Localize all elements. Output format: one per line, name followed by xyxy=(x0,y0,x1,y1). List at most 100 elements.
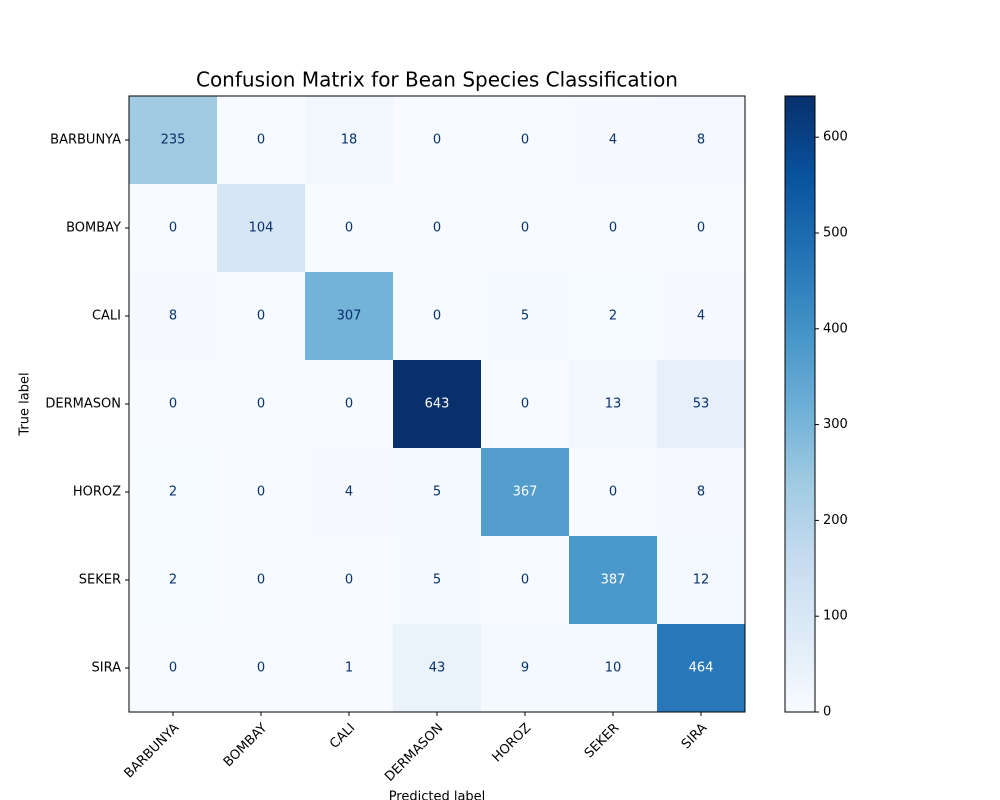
cell-label: 8 xyxy=(697,485,705,500)
heatmap-cell xyxy=(481,96,570,185)
x-tick-label: SEKER xyxy=(582,721,622,761)
cell-label: 0 xyxy=(257,661,265,676)
cell-label: 13 xyxy=(605,397,622,412)
heatmap-cell xyxy=(393,536,482,625)
heatmap-cell xyxy=(657,272,746,361)
cell-label: 387 xyxy=(601,573,626,588)
x-tick-label: DERMASON xyxy=(382,721,446,785)
heatmap-cell xyxy=(657,448,746,537)
cell-label: 4 xyxy=(697,309,705,324)
cell-label: 0 xyxy=(169,221,177,236)
cell-label: 4 xyxy=(345,485,353,500)
cell-label: 10 xyxy=(605,661,622,676)
cell-label: 0 xyxy=(521,397,529,412)
heatmap-cell xyxy=(569,448,658,537)
x-tick-label: BARBUNYA xyxy=(122,721,183,782)
heatmap-cell xyxy=(393,272,482,361)
cell-label: 4 xyxy=(609,133,617,148)
colorbar-tick-label: 0 xyxy=(823,705,831,720)
cell-label: 8 xyxy=(169,309,177,324)
heatmap-cell xyxy=(657,624,746,713)
y-tick-label: SIRA xyxy=(92,661,122,676)
cell-label: 0 xyxy=(521,133,529,148)
cell-label: 43 xyxy=(429,661,446,676)
colorbar-tick-label: 200 xyxy=(823,513,848,528)
heatmap-cell xyxy=(217,536,306,625)
y-tick-label: DERMASON xyxy=(45,397,121,412)
heatmap-cell xyxy=(305,272,394,361)
cell-label: 12 xyxy=(693,573,710,588)
cell-label: 8 xyxy=(697,133,705,148)
cell-label: 0 xyxy=(433,133,441,148)
heatmap-cell xyxy=(129,360,218,449)
cell-label: 9 xyxy=(521,661,529,676)
heatmap-cell xyxy=(481,536,570,625)
y-tick-label: CALI xyxy=(92,309,121,324)
heatmap-cell xyxy=(305,184,394,273)
heatmap-cell xyxy=(217,360,306,449)
colorbar-tick-label: 100 xyxy=(823,609,848,624)
cell-label: 0 xyxy=(257,133,265,148)
heatmap-cell xyxy=(657,360,746,449)
heatmap-cell xyxy=(569,624,658,713)
cell-label: 643 xyxy=(425,397,450,412)
cell-label: 367 xyxy=(513,485,538,500)
cell-label: 0 xyxy=(521,221,529,236)
heatmap-cell xyxy=(217,448,306,537)
y-axis-label: True label xyxy=(18,372,33,436)
cell-label: 0 xyxy=(345,397,353,412)
cell-label: 5 xyxy=(433,573,441,588)
heatmap-cell xyxy=(305,96,394,185)
heatmap-cell xyxy=(305,448,394,537)
cell-label: 104 xyxy=(249,221,274,236)
heatmap-cell xyxy=(569,184,658,273)
heatmap-cell xyxy=(569,536,658,625)
cell-label: 0 xyxy=(345,221,353,236)
heatmap-cell xyxy=(481,184,570,273)
heatmap-cell xyxy=(305,536,394,625)
heatmap-cell xyxy=(129,272,218,361)
heatmap-cell xyxy=(481,448,570,537)
x-tick-label: SIRA xyxy=(679,721,711,753)
cell-label: 235 xyxy=(161,133,186,148)
cell-label: 464 xyxy=(689,661,714,676)
cell-label: 0 xyxy=(433,221,441,236)
cell-label: 0 xyxy=(697,221,705,236)
heatmap-cell xyxy=(393,184,482,273)
cell-label: 2 xyxy=(169,485,177,500)
heatmap-cell xyxy=(129,184,218,273)
heatmap-cell xyxy=(569,360,658,449)
cell-label: 0 xyxy=(433,309,441,324)
heatmap-cell xyxy=(129,448,218,537)
x-tick-label: HOROZ xyxy=(490,721,535,766)
heatmap-cell xyxy=(305,360,394,449)
heatmap-cell xyxy=(657,96,746,185)
cell-label: 0 xyxy=(169,661,177,676)
heatmap-cell xyxy=(393,360,482,449)
heatmap-cell xyxy=(217,96,306,185)
heatmap-cell xyxy=(305,624,394,713)
cell-label: 0 xyxy=(169,397,177,412)
cell-label: 0 xyxy=(609,485,617,500)
heatmap-cell xyxy=(657,536,746,625)
colorbar-tick-label: 300 xyxy=(823,417,848,432)
y-tick-label: BOMBAY xyxy=(66,221,121,236)
cell-label: 5 xyxy=(433,485,441,500)
heatmap-cell xyxy=(569,96,658,185)
cell-label: 0 xyxy=(257,573,265,588)
cell-label: 18 xyxy=(341,133,358,148)
heatmap-cell xyxy=(393,96,482,185)
chart-title: Confusion Matrix for Bean Species Classi… xyxy=(196,68,678,92)
heatmap-cell xyxy=(129,624,218,713)
cell-label: 2 xyxy=(169,573,177,588)
cell-label: 0 xyxy=(609,221,617,236)
cell-label: 0 xyxy=(257,485,265,500)
colorbar-tick-label: 500 xyxy=(823,225,848,240)
y-tick-label: HOROZ xyxy=(73,485,121,500)
heatmap-cell xyxy=(217,624,306,713)
x-axis-label: Predicted label xyxy=(389,790,486,800)
cell-label: 0 xyxy=(345,573,353,588)
x-tick-label: CALI xyxy=(327,721,358,752)
cell-label: 2 xyxy=(609,309,617,324)
